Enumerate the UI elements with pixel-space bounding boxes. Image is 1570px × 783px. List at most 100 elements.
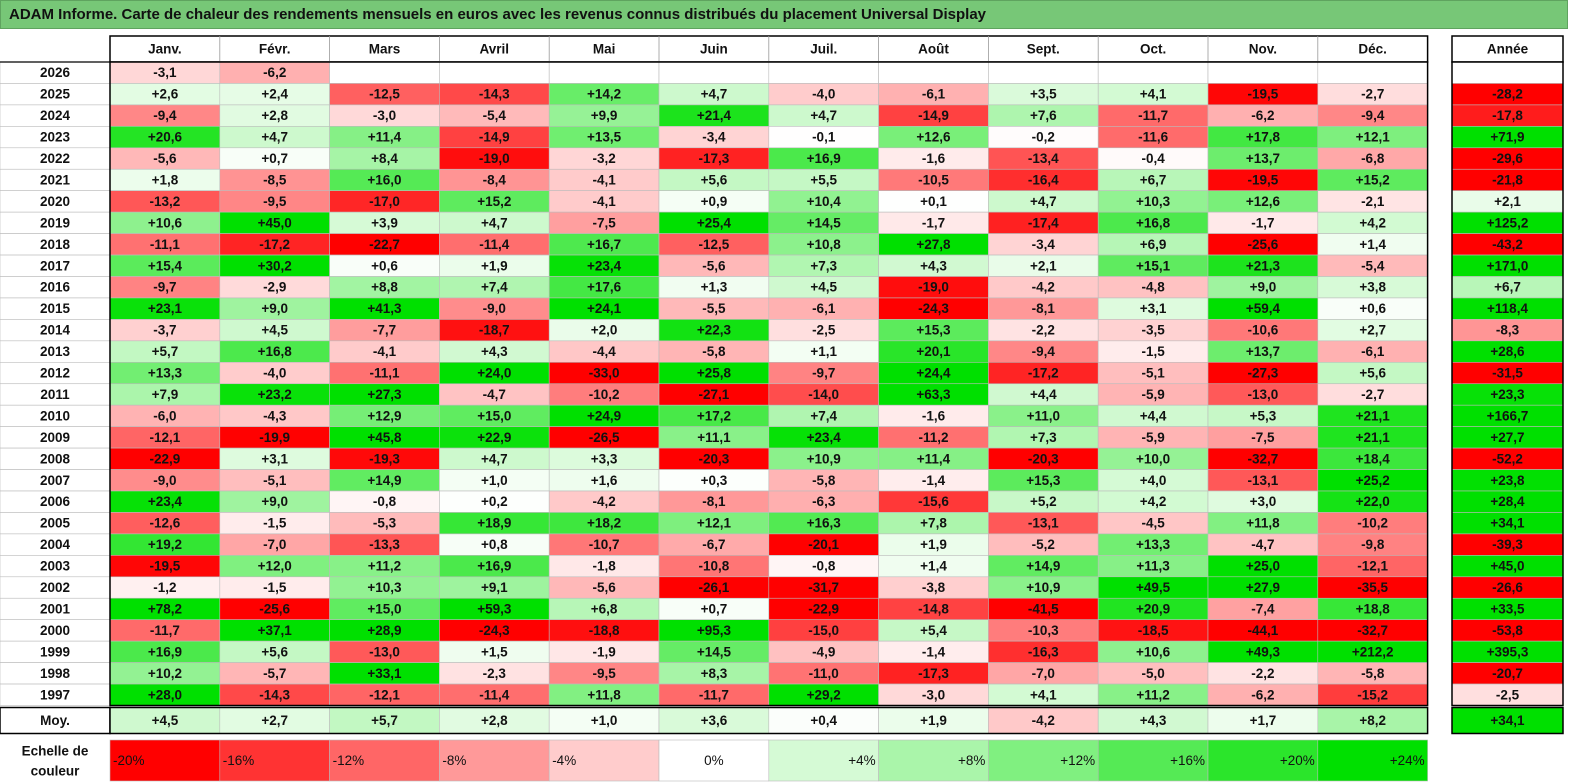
cell-value: -5,4 xyxy=(1361,258,1385,273)
cell-value: -0,1 xyxy=(812,130,836,145)
cell-value: -10,5 xyxy=(918,172,949,187)
cell-value: +10,3 xyxy=(367,580,402,595)
scale-swatch xyxy=(768,739,879,782)
cell-value: -18,5 xyxy=(1138,623,1169,638)
cell-value: +11,4 xyxy=(368,130,402,145)
cell-value: -8,4 xyxy=(483,172,507,187)
cell-value: +0,7 xyxy=(261,151,288,166)
cell-value: -7,5 xyxy=(592,215,616,230)
cell-value: -9,4 xyxy=(153,108,177,123)
cell-value: +41,3 xyxy=(367,301,402,316)
cell-value: -2,2 xyxy=(1032,323,1055,338)
year-label: 2019 xyxy=(40,215,70,230)
cell-value: +27,9 xyxy=(1246,580,1280,595)
annual-value: -20,7 xyxy=(1492,666,1523,681)
cell-value: -4,5 xyxy=(1141,516,1165,531)
cell-value: -6,1 xyxy=(922,87,946,102)
cell-value: -26,1 xyxy=(699,580,730,595)
cell-value: +17,2 xyxy=(697,408,731,423)
year-label: 2024 xyxy=(40,108,71,123)
cell-value: -4,3 xyxy=(263,408,287,423)
cell-value: +28,9 xyxy=(367,623,401,638)
cell-value: +16,0 xyxy=(367,172,401,187)
cell-value: -13,4 xyxy=(1028,151,1059,166)
annual-border xyxy=(1451,61,1564,707)
annual-value: -17,8 xyxy=(1492,108,1523,123)
cell-value: +15,4 xyxy=(148,258,183,273)
cell-value: -4,2 xyxy=(1032,280,1055,295)
cell-value: +27,8 xyxy=(916,237,951,252)
cell-value: +10,4 xyxy=(807,194,842,209)
cell-value: -0,8 xyxy=(373,494,397,509)
cell-value: +7,3 xyxy=(1030,430,1057,445)
cell-value: -3,7 xyxy=(153,323,176,338)
year-label: 2023 xyxy=(40,130,71,145)
cell-value: -2,2 xyxy=(1251,666,1274,681)
cell-value: -5,8 xyxy=(1361,666,1385,681)
cell-value: -22,9 xyxy=(150,451,181,466)
annual-value: -43,2 xyxy=(1492,237,1523,252)
annual-value: +28,6 xyxy=(1490,344,1525,359)
cell-value: -33,0 xyxy=(589,366,620,381)
cell-value: -14,9 xyxy=(479,130,510,145)
cell-value: +11,0 xyxy=(1027,408,1060,423)
year-label: 1997 xyxy=(40,687,70,702)
average-value: +8,2 xyxy=(1359,713,1386,728)
cell-value: +1,4 xyxy=(1359,237,1386,252)
cell-value: +3,3 xyxy=(591,451,618,466)
year-label: 1998 xyxy=(40,666,71,681)
annual-header-label: Année xyxy=(1487,42,1529,57)
cell-value: +5,3 xyxy=(1250,408,1277,423)
average-value: +3,6 xyxy=(701,713,728,728)
heatmap-cell xyxy=(1207,61,1319,84)
cell-value: +11,8 xyxy=(587,687,621,702)
cell-value: -11,7 xyxy=(699,687,729,702)
cell-value: -26,5 xyxy=(589,430,620,445)
cell-value: +1,0 xyxy=(481,473,508,488)
cell-value: +2,1 xyxy=(1030,258,1057,273)
scale-step-label: +24% xyxy=(1390,753,1425,768)
year-label: 2001 xyxy=(40,601,71,616)
cell-value: -5,6 xyxy=(153,151,177,166)
cell-value: +12,9 xyxy=(367,408,401,423)
cell-value: -3,8 xyxy=(922,580,946,595)
chart-title: ADAM Informe. Carte de chaleur des rende… xyxy=(9,6,986,23)
heatmap-cell xyxy=(1097,61,1209,84)
cell-value: +19,2 xyxy=(148,537,182,552)
cell-value: -6,8 xyxy=(1361,151,1385,166)
cell-value: +11,4 xyxy=(917,451,951,466)
cell-value: -1,5 xyxy=(263,580,287,595)
scale-step-label: 0% xyxy=(704,753,724,768)
year-label: 2017 xyxy=(40,258,70,273)
cell-value: -12,5 xyxy=(369,87,400,102)
average-label-cell xyxy=(0,706,111,735)
cell-value: -3,2 xyxy=(592,151,615,166)
cell-value: +10,0 xyxy=(1136,451,1170,466)
average-value: +4,3 xyxy=(1140,713,1167,728)
cell-value: +2,6 xyxy=(152,87,179,102)
cell-value: -16,4 xyxy=(1028,172,1059,187)
cell-value: +16,9 xyxy=(148,644,182,659)
month-header-1: Févr. xyxy=(259,42,291,57)
cell-value: +29,2 xyxy=(807,687,841,702)
cell-value: -4,2 xyxy=(592,494,615,509)
cell-value: -7,5 xyxy=(1251,430,1275,445)
cell-value: +1,6 xyxy=(591,473,618,488)
average-annual-value: +34,1 xyxy=(1490,713,1525,728)
cell-value: +49,5 xyxy=(1136,580,1171,595)
cell-value: +4,1 xyxy=(1140,87,1167,102)
scale-label-line1: Echelle de xyxy=(22,744,89,759)
heatmap-cell xyxy=(1317,61,1428,84)
annual-header-cell xyxy=(1451,35,1564,63)
year-label: 2012 xyxy=(40,366,70,381)
cell-value: +15,2 xyxy=(1356,172,1390,187)
cell-value: +4,3 xyxy=(920,258,947,273)
cell-value: +11,3 xyxy=(1136,559,1170,574)
month-header-9: Oct. xyxy=(1140,42,1166,57)
annual-value: -39,3 xyxy=(1492,537,1523,552)
cell-value: -12,5 xyxy=(699,237,730,252)
heatmap-cell xyxy=(329,61,440,84)
cell-value: +13,7 xyxy=(1246,151,1280,166)
cell-value: +21,4 xyxy=(697,108,732,123)
average-value: +0,4 xyxy=(810,713,837,728)
